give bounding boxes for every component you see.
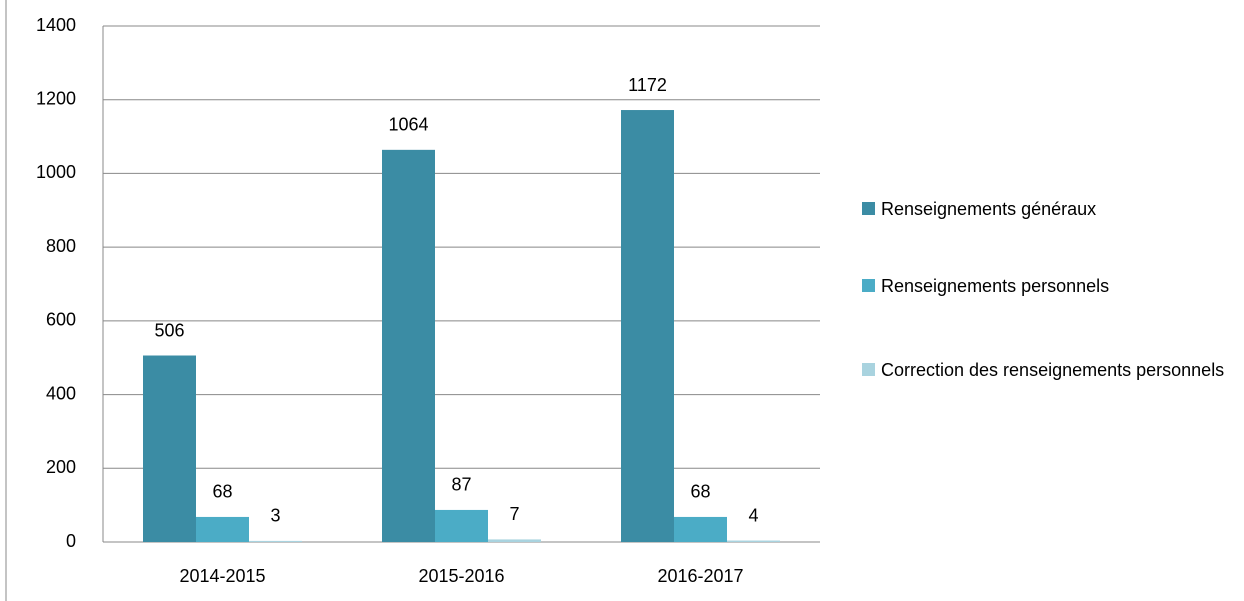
y-tick-label: 0 (66, 531, 76, 551)
legend-swatch (862, 202, 875, 215)
legend-item: Renseignements personnels (862, 273, 1241, 299)
legend-label: Correction des renseignements personnels (881, 360, 1225, 380)
data-label: 1172 (628, 75, 667, 95)
bar (727, 540, 780, 542)
bar (143, 355, 196, 542)
legend-item: Correction des renseignements personnels (862, 357, 1241, 383)
y-tick-label: 400 (46, 383, 76, 403)
y-tick-label: 1200 (36, 88, 76, 108)
data-label: 7 (509, 504, 519, 524)
bar (488, 539, 541, 542)
data-label: 4 (748, 505, 758, 525)
x-tick-label: 2016-2017 (657, 566, 743, 586)
data-label: 506 (154, 320, 184, 340)
legend-label: Renseignements personnels (881, 276, 1110, 296)
y-tick-label: 1400 (36, 15, 76, 35)
legend-label: Renseignements généraux (881, 199, 1097, 219)
bar (196, 516, 249, 542)
y-tick-label: 1000 (36, 162, 76, 182)
x-tick-label: 2015-2016 (418, 566, 504, 586)
y-tick-label: 800 (46, 236, 76, 256)
data-label: 87 (451, 475, 471, 495)
y-tick-label: 600 (46, 310, 76, 330)
y-tick-label: 200 (46, 457, 76, 477)
bar (249, 540, 302, 542)
data-label: 1064 (388, 115, 428, 135)
data-label: 3 (270, 506, 280, 526)
x-tick-label: 2014-2015 (179, 566, 265, 586)
legend-swatch (862, 363, 875, 376)
legend-swatch (862, 279, 875, 292)
bar (382, 149, 435, 542)
data-label: 68 (212, 482, 232, 502)
bar (674, 516, 727, 542)
data-label: 68 (690, 482, 710, 502)
legend-item: Renseignements généraux (862, 196, 1241, 222)
bar (435, 509, 488, 542)
bar (621, 110, 674, 542)
